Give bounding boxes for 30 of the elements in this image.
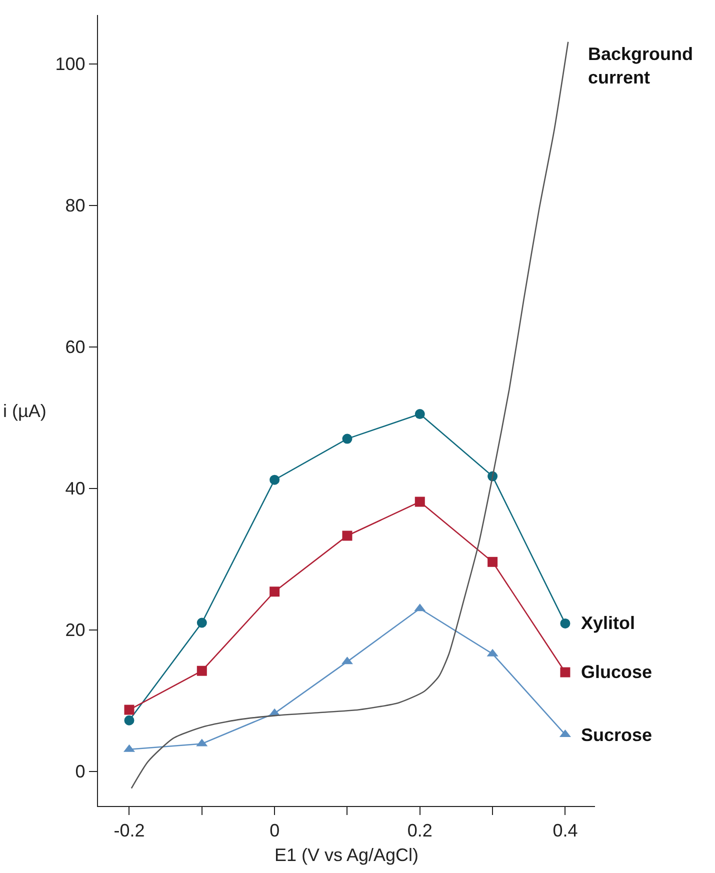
series-label: Background current [588, 44, 694, 88]
point [488, 556, 498, 567]
point [342, 434, 352, 444]
point [196, 618, 207, 628]
point [124, 704, 134, 715]
point [196, 666, 207, 676]
x-tick-label: 0.4 [552, 820, 578, 841]
point [414, 409, 425, 420]
y-tick-label: 80 [65, 196, 86, 216]
y-tick-label: 60 [65, 337, 86, 358]
y-tick-label: 40 [65, 478, 86, 499]
point [414, 496, 425, 507]
line-series [130, 41, 569, 789]
point [270, 586, 280, 597]
point [124, 715, 134, 726]
series-label: Glucose [581, 662, 652, 682]
point [342, 530, 352, 541]
series-label: Xylitol [581, 613, 636, 633]
point [270, 474, 280, 485]
y-tick-label: 20 [65, 620, 86, 640]
y-tick-label: 100 [55, 54, 86, 74]
x-tick-label: 0 [270, 820, 280, 841]
series-label: Sucrose [581, 725, 652, 745]
x-tick-label: -0.2 [114, 820, 145, 841]
x-axis-title: E1 (V vs Ag/AgCl) [274, 844, 419, 865]
y-axis-title: i (µA) [3, 401, 46, 421]
y-tick-label: 0 [75, 762, 86, 782]
point [560, 667, 570, 678]
point [560, 618, 570, 628]
x-tick-label: 0.2 [407, 820, 432, 841]
